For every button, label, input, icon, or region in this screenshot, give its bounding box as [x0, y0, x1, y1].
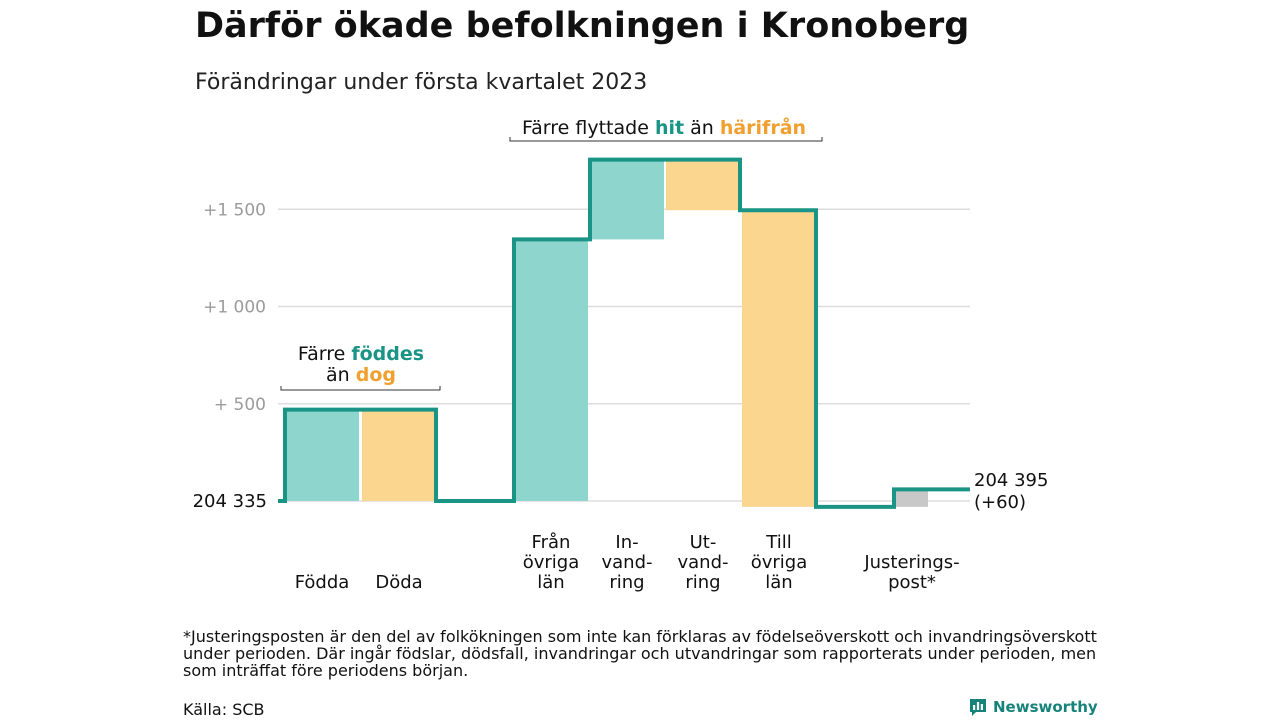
- category-label-line: Till: [765, 532, 791, 553]
- category-label-utvandring: Ut-vand-ring: [677, 532, 728, 593]
- category-label-fodda: Födda: [295, 572, 350, 593]
- cumulative-step-line: [278, 157, 970, 509]
- bar-utvandring: [666, 159, 740, 211]
- annotation-segment: Färre flyttade: [522, 117, 655, 139]
- annotation-bracket: [509, 137, 823, 142]
- annotation-segment: hit: [655, 117, 684, 139]
- brand-logo: Newsworthy: [968, 697, 1098, 717]
- end-value-label: 204 395: [974, 470, 1048, 491]
- annotation-segment: än: [684, 117, 720, 139]
- category-label-line: övriga: [751, 552, 808, 573]
- end-change-label: (+60): [974, 492, 1026, 513]
- category-label-line: ring: [685, 572, 720, 593]
- bar-doda: [362, 409, 436, 501]
- category-label-line: övriga: [523, 552, 580, 573]
- brand-name: Newsworthy: [993, 698, 1098, 716]
- bar-fodda: [285, 409, 359, 501]
- bar-till-ovriga-lan: [742, 210, 816, 507]
- chart-title: Därför ökade befolkningen i Kronoberg: [195, 6, 970, 46]
- annotation-migration: Färre flyttade hit än härifrån: [522, 115, 806, 139]
- category-label-line: Döda: [375, 572, 422, 593]
- category-label-line: Från: [532, 532, 571, 553]
- annotation-births-deaths: Färre föddes än dog: [298, 343, 424, 386]
- category-label-till-ovriga-lan: Till övriga län: [751, 532, 808, 593]
- bar-justeringspost: [894, 489, 928, 507]
- category-label-line: län: [537, 572, 564, 593]
- y-tick-label: + 500: [214, 395, 266, 415]
- category-label-justeringspost: Justerings-post*: [863, 552, 959, 593]
- category-label-line: post*: [888, 572, 936, 593]
- bar-invandring: [590, 159, 664, 240]
- category-label-line: län: [765, 572, 792, 593]
- category-label-fran-ovriga-lan: Från övriga län: [523, 532, 580, 593]
- annotation-segment: Färre: [298, 343, 351, 365]
- source-note: Källa: SCB: [183, 700, 265, 719]
- category-label-line: Justerings-: [863, 552, 959, 573]
- annotation-segment: härifrån: [720, 115, 806, 139]
- bar-fran-ovriga-lan: [514, 239, 588, 501]
- annotation-segment: föddes: [351, 343, 424, 365]
- footnote: *Justeringsposten är den del av folkökni…: [183, 627, 1097, 680]
- chart-subtitle: Förändringar under första kvartalet 2023: [195, 70, 648, 95]
- annotation-segment: än: [326, 364, 356, 386]
- category-label-line: ring: [609, 572, 644, 593]
- category-label-line: vand-: [677, 552, 728, 573]
- annotation-bracket: [280, 386, 441, 391]
- category-label-line: Födda: [295, 572, 350, 593]
- bar-chart-logo-icon: [970, 699, 986, 716]
- y-tick-label: +1 500: [203, 200, 266, 220]
- start-value-label: 204 335: [193, 491, 267, 512]
- category-label-line: Ut-: [690, 532, 717, 553]
- category-label-line: In-: [615, 532, 638, 553]
- annotation-segment: dog: [356, 364, 396, 386]
- category-label-doda: Döda: [375, 572, 422, 593]
- category-label-invandring: In-vand-ring: [601, 532, 652, 593]
- category-label-line: vand-: [601, 552, 652, 573]
- y-tick-label: +1 000: [203, 298, 266, 318]
- bars: [285, 159, 928, 507]
